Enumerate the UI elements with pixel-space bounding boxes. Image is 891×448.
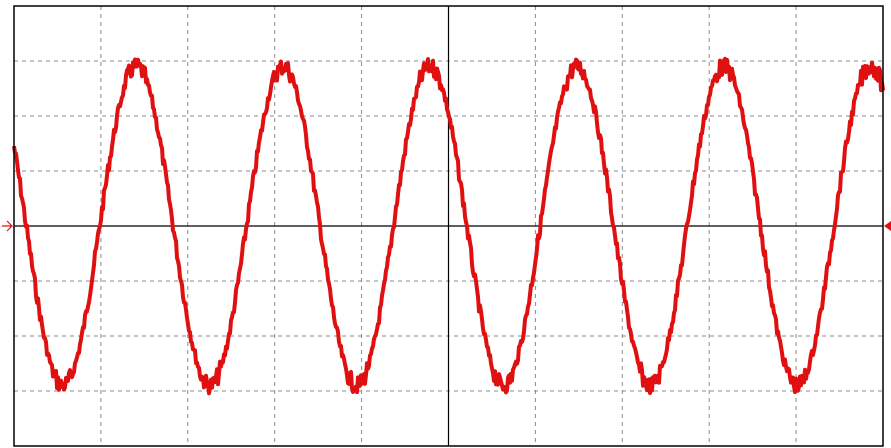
trigger-marker-left-icon	[2, 220, 13, 232]
signal-trace	[12, 56, 885, 396]
screen-frame	[13, 5, 884, 447]
trigger-marker-right-icon	[884, 221, 891, 231]
center-axes	[14, 6, 883, 446]
